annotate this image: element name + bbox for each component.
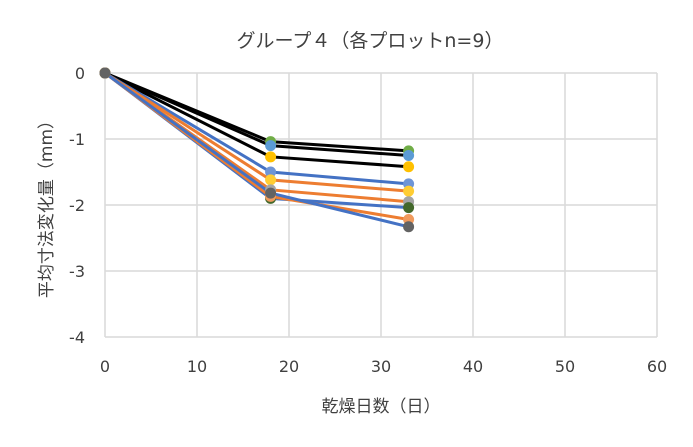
x-tick-label: 60 — [647, 357, 667, 376]
y-tick-label: -2 — [69, 196, 85, 215]
y-tick-label: -1 — [69, 130, 85, 149]
data-point-series-9 — [99, 67, 111, 79]
data-point-series-7 — [403, 202, 415, 214]
series-line-2 — [104, 71, 409, 157]
x-tick-label: 40 — [463, 357, 483, 376]
data-point-series-2 — [403, 150, 415, 161]
x-axis-label: 乾燥日数（日） — [322, 397, 441, 417]
data-point-series-9 — [265, 187, 277, 199]
data-point-series-2 — [265, 140, 277, 152]
data-point-series-3 — [403, 161, 415, 173]
data-point-series-4 — [265, 166, 277, 178]
x-tick-label: 20 — [279, 357, 299, 376]
y-axis-label: 平均寸法変化量（mm） — [37, 112, 57, 298]
data-point-series-5 — [265, 174, 277, 186]
data-point-series-9 — [403, 221, 415, 233]
series-line-4 — [104, 71, 409, 186]
x-tick-label: 30 — [371, 357, 391, 376]
x-tick-label: 10 — [187, 357, 207, 376]
x-tick-label: 0 — [100, 357, 110, 376]
tick-labels: 0 10 20 30 40 50 60 0 -1 -2 -3 -4 — [69, 64, 667, 376]
gridlines — [104, 72, 658, 338]
y-tick-label: 0 — [75, 64, 85, 83]
y-tick-label: -3 — [69, 262, 85, 281]
x-tick-label: 50 — [555, 357, 575, 376]
data-point-series-3 — [265, 151, 277, 163]
chart-title: グループ４（各プロットn=9） — [237, 30, 504, 52]
y-tick-label: -4 — [69, 328, 85, 347]
series-group — [99, 67, 415, 233]
data-point-series-5 — [403, 185, 415, 197]
